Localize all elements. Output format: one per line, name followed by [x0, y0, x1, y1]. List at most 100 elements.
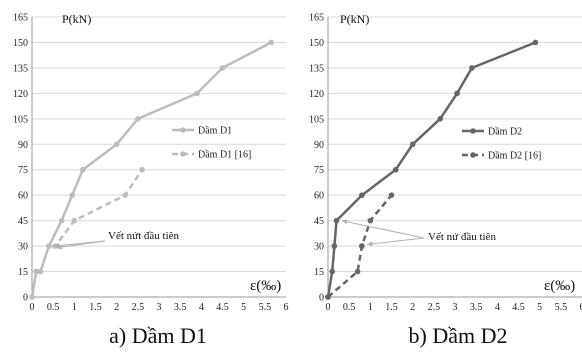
annotation-arrowhead [367, 241, 373, 247]
data-point [122, 192, 128, 198]
x-tick-label: 4.5 [512, 302, 525, 313]
data-point [469, 65, 475, 71]
annotation-arrow [341, 220, 425, 239]
data-point [409, 141, 416, 148]
legend-label-2: Dầm D1 [16] [198, 150, 251, 161]
y-tick-label: 150 [13, 38, 28, 49]
data-point [46, 243, 52, 249]
x-tick-label: 1.5 [89, 302, 102, 313]
x-axis-label: ε(‰) [544, 278, 575, 294]
y-tick-label: 30 [18, 242, 28, 253]
annotation-arrowhead [56, 244, 62, 250]
data-point [33, 268, 40, 275]
data-point [437, 116, 443, 122]
x-tick-label: 4.5 [216, 302, 229, 313]
x-tick-label: 5 [241, 302, 246, 313]
legend-label-1: Dầm D2 [488, 127, 522, 138]
data-point [532, 39, 539, 46]
data-point [219, 65, 226, 71]
x-tick-label: 5.5 [555, 302, 568, 313]
legend-label-1: Dầm D1 [198, 126, 232, 137]
x-tick-label: 2 [114, 302, 119, 313]
annotation-arrowhead [341, 219, 348, 225]
data-point [333, 217, 340, 224]
y-tick-label: 30 [314, 242, 324, 253]
chart-caption: b) Dầm D2 [409, 323, 508, 348]
x-tick-label: 3 [157, 302, 162, 313]
y-tick-label: 165 [309, 13, 324, 24]
x-tick-label: 0.5 [47, 302, 60, 313]
data-point [367, 217, 374, 224]
data-point [329, 268, 336, 275]
data-point [29, 294, 35, 300]
data-point [113, 141, 120, 148]
y-tick-label: 15 [314, 267, 324, 278]
y-tick-label: 135 [13, 63, 28, 74]
x-tick-label: 5.5 [259, 302, 272, 313]
x-tick-label: 2 [410, 302, 415, 313]
data-point [268, 39, 274, 46]
y-tick-label: 60 [18, 191, 28, 202]
annotation-arrow [366, 237, 425, 245]
x-tick-label: 4 [495, 302, 500, 313]
x-tick-label: 2.5 [428, 302, 441, 313]
data-point [359, 243, 365, 249]
y-tick-label: 0 [23, 293, 28, 304]
data-point [194, 90, 200, 97]
y-tick-label: 105 [13, 114, 28, 125]
chart-caption: a) Dầm D1 [109, 323, 207, 348]
y-tick-label: 165 [13, 13, 28, 24]
x-tick-label: 6 [284, 302, 289, 313]
y-tick-label: 90 [314, 140, 324, 151]
x-tick-label: 4 [199, 302, 204, 313]
x-tick-label: 0 [30, 302, 35, 313]
y-tick-label: 120 [309, 89, 324, 100]
x-tick-label: 1 [72, 302, 77, 313]
x-tick-label: 0 [326, 302, 331, 313]
y-axis-label: P(kN) [340, 12, 369, 26]
data-point [359, 192, 365, 198]
data-point [37, 268, 44, 275]
y-tick-label: 60 [314, 191, 324, 202]
x-tick-label: 1 [368, 302, 373, 313]
data-point [69, 192, 76, 198]
y-tick-label: 90 [18, 140, 28, 151]
y-tick-label: 45 [314, 216, 324, 227]
data-point [454, 90, 460, 97]
y-axis-label: P(kN) [62, 12, 91, 26]
data-point [71, 217, 78, 224]
x-tick-label: 3.5 [174, 302, 187, 313]
data-point [139, 166, 145, 173]
legend-marker-1 [180, 127, 186, 133]
x-axis-label: ε(‰) [250, 278, 281, 294]
data-point [80, 166, 86, 173]
x-tick-label: 3.5 [470, 302, 483, 313]
y-tick-label: 15 [18, 267, 28, 278]
y-tick-label: 75 [314, 165, 324, 176]
y-tick-label: 45 [18, 216, 28, 227]
x-tick-label: 3 [453, 302, 458, 313]
y-tick-label: 120 [13, 89, 28, 100]
legend-label-2: Dầm D2 [16] [488, 151, 541, 162]
data-point [388, 192, 395, 198]
x-tick-label: 2.5 [132, 302, 145, 313]
legend-marker-2 [470, 152, 476, 158]
y-tick-label: 105 [309, 114, 324, 125]
data-point [331, 243, 338, 249]
annotation-text: Vết nứt đầu tiên [108, 230, 180, 242]
y-tick-label: 75 [18, 165, 28, 176]
x-tick-label: 6 [580, 302, 582, 313]
y-tick-label: 150 [309, 38, 324, 49]
data-point [325, 294, 331, 300]
legend-marker-1 [470, 128, 476, 134]
data-point [354, 268, 361, 275]
series-line-2 [30, 169, 144, 298]
x-tick-label: 0.5 [343, 302, 356, 313]
x-tick-label: 1.5 [385, 302, 398, 313]
legend-marker-2 [180, 151, 186, 157]
data-point [58, 217, 65, 224]
